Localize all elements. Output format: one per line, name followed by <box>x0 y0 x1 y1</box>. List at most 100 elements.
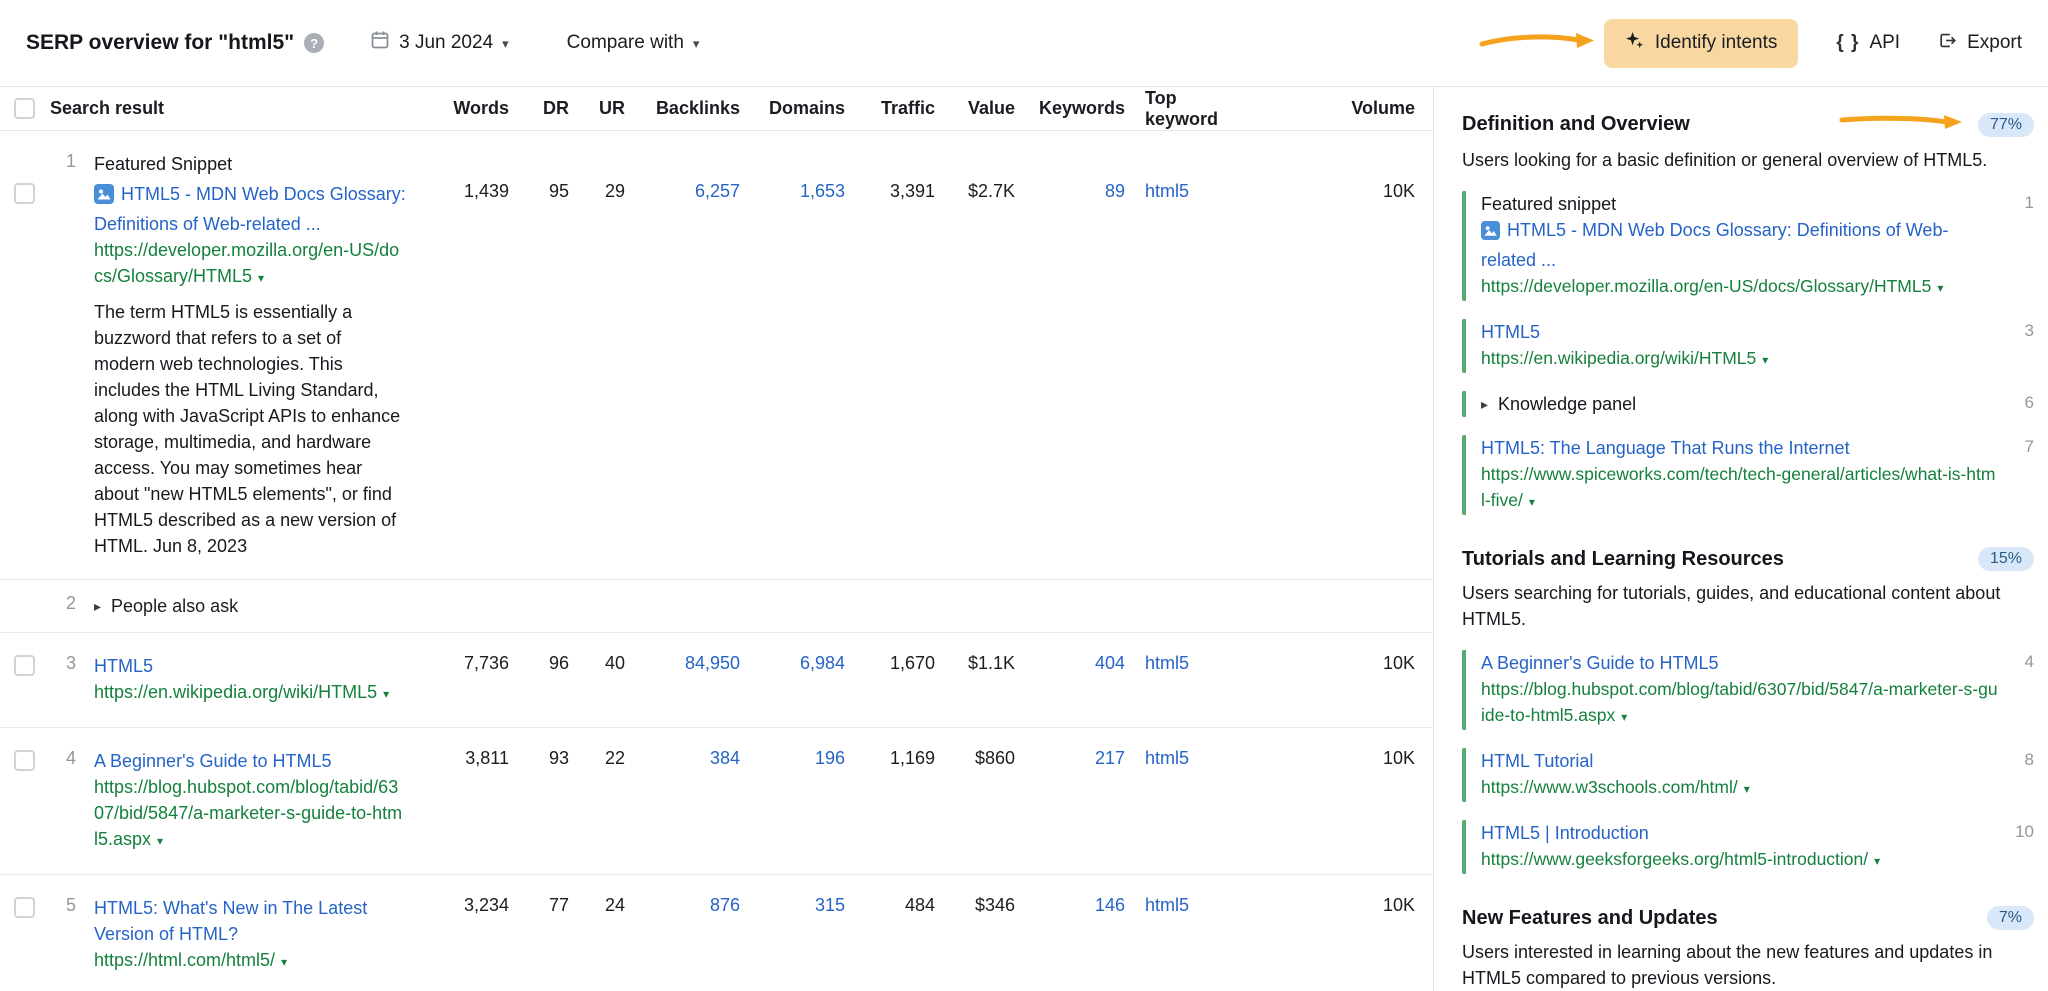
keywords-link[interactable]: 217 <box>1094 748 1125 768</box>
chevron-down-icon[interactable]: ▾ <box>281 955 288 969</box>
intent-result-link[interactable]: HTML5 <box>1481 322 1541 342</box>
intent-result-link[interactable]: HTML Tutorial <box>1481 751 1594 771</box>
domains-link[interactable]: 1,653 <box>799 181 845 201</box>
chevron-down-icon[interactable]: ▾ <box>157 834 164 848</box>
api-label: API <box>1869 32 1901 53</box>
chevron-down-icon[interactable]: ▾ <box>383 687 390 701</box>
table-row: 3 HTML5 https://en.wikipedia.org/wiki/HT… <box>0 633 1433 728</box>
help-icon[interactable]: ? <box>304 33 325 53</box>
intent-result-url[interactable]: https://www.spiceworks.com/tech/tech-gen… <box>1481 464 1996 510</box>
export-label: Export <box>1967 32 2022 53</box>
intent-result-url[interactable]: https://www.w3schools.com/html/ <box>1481 777 1738 797</box>
intent-percent-badge: 15% <box>1977 547 2034 571</box>
chevron-down-icon[interactable]: ▾ <box>1937 281 1944 295</box>
export-button[interactable]: Export <box>1938 31 2022 56</box>
top-keyword-link[interactable]: html5 <box>1145 181 1190 201</box>
column-header-volume[interactable]: Volume <box>1351 98 1415 118</box>
expand-triangle-icon: ▸ <box>1481 396 1489 412</box>
intent-item-label: Featured snippet <box>1481 194 1617 214</box>
intent-result-url[interactable]: https://developer.mozilla.org/en-US/docs… <box>1481 276 1932 296</box>
identify-intents-label: Identify intents <box>1654 32 1778 53</box>
keywords-link[interactable]: 404 <box>1094 653 1125 673</box>
words-value: 1,439 <box>463 181 509 201</box>
compare-label: Compare with <box>566 32 684 53</box>
traffic-value: 3,391 <box>889 181 935 201</box>
compare-with-dropdown[interactable]: Compare with ▾ <box>567 32 700 54</box>
result-link[interactable]: HTML5: What's New in The Latest Version … <box>94 898 368 944</box>
backlinks-link[interactable]: 84,950 <box>684 653 740 673</box>
result-url[interactable]: https://en.wikipedia.org/wiki/HTML5 <box>94 682 378 702</box>
result-link[interactable]: HTML5 <box>94 656 154 676</box>
identify-intents-button[interactable]: Identify intents <box>1603 18 1799 68</box>
column-header-domains[interactable]: Domains <box>768 98 845 118</box>
chevron-down-icon[interactable]: ▾ <box>1762 353 1769 367</box>
chevron-down-icon[interactable]: ▾ <box>1743 782 1750 796</box>
domains-link[interactable]: 6,984 <box>799 653 845 673</box>
column-header-traffic[interactable]: Traffic <box>880 98 935 118</box>
knowledge-panel-toggle[interactable]: ▸ Knowledge panel <box>1481 391 1998 417</box>
volume-value: 10K <box>1382 181 1415 201</box>
result-url[interactable]: https://blog.hubspot.com/blog/tabid/6307… <box>94 777 403 849</box>
intent-result-url[interactable]: https://en.wikipedia.org/wiki/HTML5 <box>1481 348 1757 368</box>
intent-section-description: Users searching for tutorials, guides, a… <box>1462 583 2001 629</box>
intent-result-url[interactable]: https://blog.hubspot.com/blog/tabid/6307… <box>1481 679 1998 725</box>
intent-result-link[interactable]: HTML5 | Introduction <box>1481 823 1649 843</box>
result-link[interactable]: HTML5 - MDN Web Docs Glossary: Definitio… <box>94 184 406 234</box>
backlinks-link[interactable]: 6,257 <box>694 181 740 201</box>
ur-value: 22 <box>604 748 625 768</box>
row-checkbox[interactable] <box>13 897 35 918</box>
highlight-arrow-icon <box>1478 29 1598 58</box>
intent-item: ▸ Knowledge panel 6 <box>1462 391 2034 417</box>
column-header-backlinks[interactable]: Backlinks <box>655 98 740 118</box>
people-also-ask-toggle[interactable]: ▸ People also ask <box>94 593 406 619</box>
api-button[interactable]: { } API <box>1836 32 1900 54</box>
table-row: 1 Featured Snippet HTML5 - MDN Web Docs … <box>0 131 1433 580</box>
chevron-down-icon[interactable]: ▾ <box>258 271 265 285</box>
knowledge-panel-label: Knowledge panel <box>1498 394 1637 414</box>
column-header-search-result[interactable]: Search result <box>50 98 165 118</box>
date-label: 3 Jun 2024 <box>399 32 494 53</box>
serp-position: 4 <box>65 748 76 768</box>
row-checkbox[interactable] <box>13 183 35 204</box>
main-content: Search result Words DR UR Backlinks Doma… <box>0 86 2048 991</box>
table-row: 5 HTML5: What's New in The Latest Versio… <box>0 875 1433 991</box>
keywords-link[interactable]: 89 <box>1104 181 1125 201</box>
backlinks-link[interactable]: 876 <box>709 895 740 915</box>
result-url[interactable]: https://html.com/html5/ <box>94 950 276 970</box>
top-keyword-link[interactable]: html5 <box>1145 895 1190 915</box>
column-header-keywords[interactable]: Keywords <box>1038 98 1125 118</box>
intent-result-url[interactable]: https://www.geeksforgeeks.org/html5-intr… <box>1481 849 1869 869</box>
chevron-down-icon[interactable]: ▾ <box>1874 854 1881 868</box>
chevron-down-icon[interactable]: ▾ <box>1621 710 1628 724</box>
intent-section-description: Users looking for a basic definition or … <box>1462 150 1988 170</box>
column-header-dr[interactable]: DR <box>543 98 569 118</box>
domains-link[interactable]: 196 <box>814 748 845 768</box>
backlinks-link[interactable]: 384 <box>709 748 740 768</box>
top-keyword-link[interactable]: html5 <box>1145 653 1190 673</box>
intent-section-title: Definition and Overview <box>1462 113 1690 135</box>
select-all-checkbox[interactable] <box>13 98 35 119</box>
dr-value: 77 <box>548 895 569 915</box>
keywords-link[interactable]: 146 <box>1094 895 1125 915</box>
row-checkbox[interactable] <box>13 750 35 771</box>
intent-result-link[interactable]: HTML5 - MDN Web Docs Glossary: Definitio… <box>1481 220 1949 270</box>
result-link[interactable]: A Beginner's Guide to HTML5 <box>94 751 332 771</box>
intent-item-position: 8 <box>2024 750 2034 769</box>
row-checkbox[interactable] <box>13 655 35 676</box>
column-header-ur[interactable]: UR <box>599 98 625 118</box>
value-value: $860 <box>974 748 1015 768</box>
top-keyword-link[interactable]: html5 <box>1145 748 1190 768</box>
date-picker[interactable]: 3 Jun 2024 ▾ <box>370 30 509 56</box>
column-header-value[interactable]: Value <box>967 98 1015 118</box>
volume-value: 10K <box>1382 653 1415 673</box>
intent-result-link[interactable]: A Beginner's Guide to HTML5 <box>1481 653 1719 673</box>
volume-value: 10K <box>1382 748 1415 768</box>
intent-section-title: New Features and Updates <box>1462 906 1718 929</box>
result-url[interactable]: https://developer.mozilla.org/en-US/docs… <box>94 240 400 286</box>
column-header-words[interactable]: Words <box>453 98 509 118</box>
chevron-down-icon[interactable]: ▾ <box>1528 495 1535 509</box>
domains-link[interactable]: 315 <box>814 895 845 915</box>
chevron-down-icon: ▾ <box>502 36 509 51</box>
intent-result-link[interactable]: HTML5: The Language That Runs the Intern… <box>1481 438 1850 458</box>
column-header-top-keyword[interactable]: Top keyword <box>1145 87 1219 129</box>
